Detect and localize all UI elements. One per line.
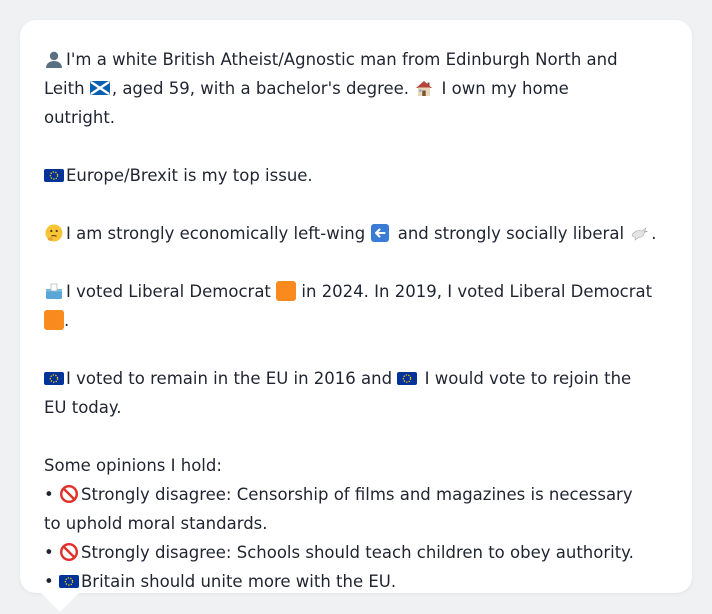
- eu-ref-text-b: I would vote to rejoin the EU today.: [44, 369, 632, 417]
- list-bullet: •: [44, 543, 54, 562]
- top-issue-paragraph: Europe/Brexit is my top issue.: [44, 161, 668, 190]
- politics-paragraph: I am strongly economically left-wing and…: [44, 219, 668, 248]
- ballot-box-icon: [44, 281, 64, 301]
- dove-icon: [629, 223, 649, 243]
- person-silhouette-icon: [44, 49, 64, 69]
- orange-square-icon: [44, 310, 64, 330]
- votes-paragraph: I voted Liberal Democrat in 2024. In 201…: [44, 277, 654, 335]
- eu-flag-icon: [44, 165, 64, 185]
- opinion-text: Strongly disagree: Censorship of films a…: [44, 485, 633, 533]
- opinions-heading: Some opinions I hold:: [44, 456, 222, 475]
- profile-text: I'm a white British Atheist/Agnostic man…: [44, 45, 668, 596]
- votes-text-a: I voted Liberal Democrat: [66, 282, 271, 301]
- intro-paragraph: I'm a white British Atheist/Agnostic man…: [44, 45, 644, 132]
- politics-text-c: .: [651, 224, 657, 243]
- opinion-text: Britain should unite more with the EU.: [80, 572, 397, 591]
- orange-square-icon: [276, 281, 297, 301]
- list-item: • Strongly disagree: Schools should teac…: [44, 538, 649, 567]
- intro-text-a: I'm a white British Atheist/Agnostic man…: [44, 50, 618, 98]
- politics-text-a: I am strongly economically left-wing: [66, 224, 366, 243]
- no-entry-icon: [59, 484, 79, 504]
- intro-text-c: I own my home outright.: [44, 79, 569, 127]
- opinions-section: Some opinions I hold: • Strongly disagre…: [44, 451, 649, 596]
- list-bullet: •: [44, 485, 54, 504]
- eu-ref-text-a: I voted to remain in the EU in 2016 and: [66, 369, 393, 388]
- eu-flag-icon: [397, 368, 418, 388]
- intro-text-b: , aged 59, with a bachelor's degree.: [111, 79, 410, 98]
- no-entry-icon: [59, 542, 79, 562]
- house-icon: [414, 78, 434, 98]
- list-item: • Strongly disagree: Censorship of films…: [44, 480, 649, 538]
- votes-text-b: in 2024. In 2019, I voted Liberal Democr…: [296, 282, 653, 301]
- eu-referendum-paragraph: I voted to remain in the EU in 2016 and …: [44, 364, 654, 422]
- list-item: • Britain should unite more with the EU.: [44, 567, 649, 596]
- profile-message-bubble: I'm a white British Atheist/Agnostic man…: [20, 20, 692, 593]
- top-issue-text: Europe/Brexit is my top issue.: [66, 166, 313, 185]
- bubble-tail: [40, 592, 80, 612]
- scotland-flag-icon: [89, 78, 110, 98]
- politics-text-b: and strongly socially liberal: [392, 224, 625, 243]
- eu-flag-icon: [44, 368, 64, 388]
- votes-text-c: .: [64, 311, 70, 330]
- left-arrow-icon: [370, 223, 390, 243]
- eu-flag-icon: [58, 571, 79, 591]
- thinking-face-icon: [44, 223, 64, 243]
- opinion-text: Strongly disagree: Schools should teach …: [80, 543, 634, 562]
- list-bullet: •: [44, 572, 54, 591]
